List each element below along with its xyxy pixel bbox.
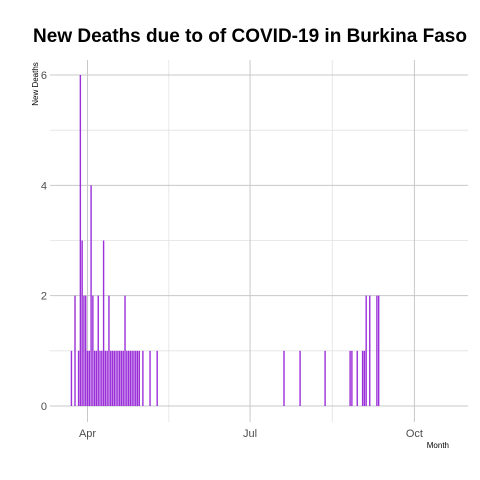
bar	[126, 350, 128, 406]
bar	[88, 350, 90, 406]
bar	[127, 350, 130, 406]
bar	[118, 350, 121, 406]
y-axis-label: New Deaths	[31, 62, 40, 106]
bar	[131, 350, 133, 406]
bar	[99, 350, 101, 406]
bar	[136, 350, 139, 406]
bar	[351, 350, 353, 406]
bar	[111, 350, 114, 406]
bar	[369, 295, 371, 406]
y-tick-label: 2	[41, 291, 47, 303]
bar	[97, 295, 99, 406]
y-tick-label: 4	[41, 180, 47, 192]
bar	[117, 350, 119, 406]
bar	[122, 350, 124, 406]
x-axis-label: Month	[427, 441, 449, 450]
bar	[376, 295, 378, 406]
bar	[129, 350, 132, 406]
bar	[102, 240, 105, 406]
bar	[106, 350, 108, 406]
minor-gridlines	[50, 60, 468, 422]
x-tick-label: Apr	[79, 428, 96, 440]
y-tick-label: 6	[41, 70, 47, 82]
bar	[124, 295, 126, 406]
bar	[283, 350, 285, 406]
bar	[135, 350, 137, 406]
x-tick-label: Oct	[406, 428, 423, 440]
bar	[299, 350, 301, 406]
major-gridlines	[50, 60, 468, 422]
x-tick-label: Jul	[243, 428, 257, 440]
bar	[108, 295, 110, 406]
bar	[361, 350, 364, 406]
bar	[149, 350, 151, 406]
bar	[86, 350, 89, 406]
y-axis-ticks: 0 2 4 6	[41, 70, 47, 413]
bar	[74, 295, 76, 406]
bar	[356, 350, 358, 406]
bar	[324, 350, 326, 406]
bar	[104, 350, 107, 406]
bar	[95, 350, 98, 406]
bar	[133, 350, 135, 406]
bar	[81, 240, 83, 406]
bar	[93, 350, 96, 406]
bar	[79, 75, 82, 406]
bar	[113, 350, 116, 406]
bar	[138, 350, 141, 406]
bar	[90, 185, 92, 406]
bar	[120, 350, 123, 406]
bar	[83, 295, 85, 406]
bar	[156, 350, 158, 406]
bar	[349, 350, 351, 406]
bar	[101, 350, 103, 406]
x-axis-ticks: Apr Jul Oct	[79, 428, 423, 440]
y-tick-label: 0	[41, 401, 47, 413]
bar	[85, 295, 87, 406]
bar-series	[70, 75, 380, 406]
bar	[377, 295, 380, 406]
bar	[363, 350, 366, 406]
bar	[77, 350, 80, 406]
bar	[142, 350, 144, 406]
bar	[92, 295, 94, 406]
bar	[70, 350, 73, 406]
bar	[365, 295, 367, 406]
bar	[110, 350, 112, 406]
chart-title: New Deaths due to of COVID-19 in Burkina…	[33, 26, 467, 47]
bar	[115, 350, 117, 406]
